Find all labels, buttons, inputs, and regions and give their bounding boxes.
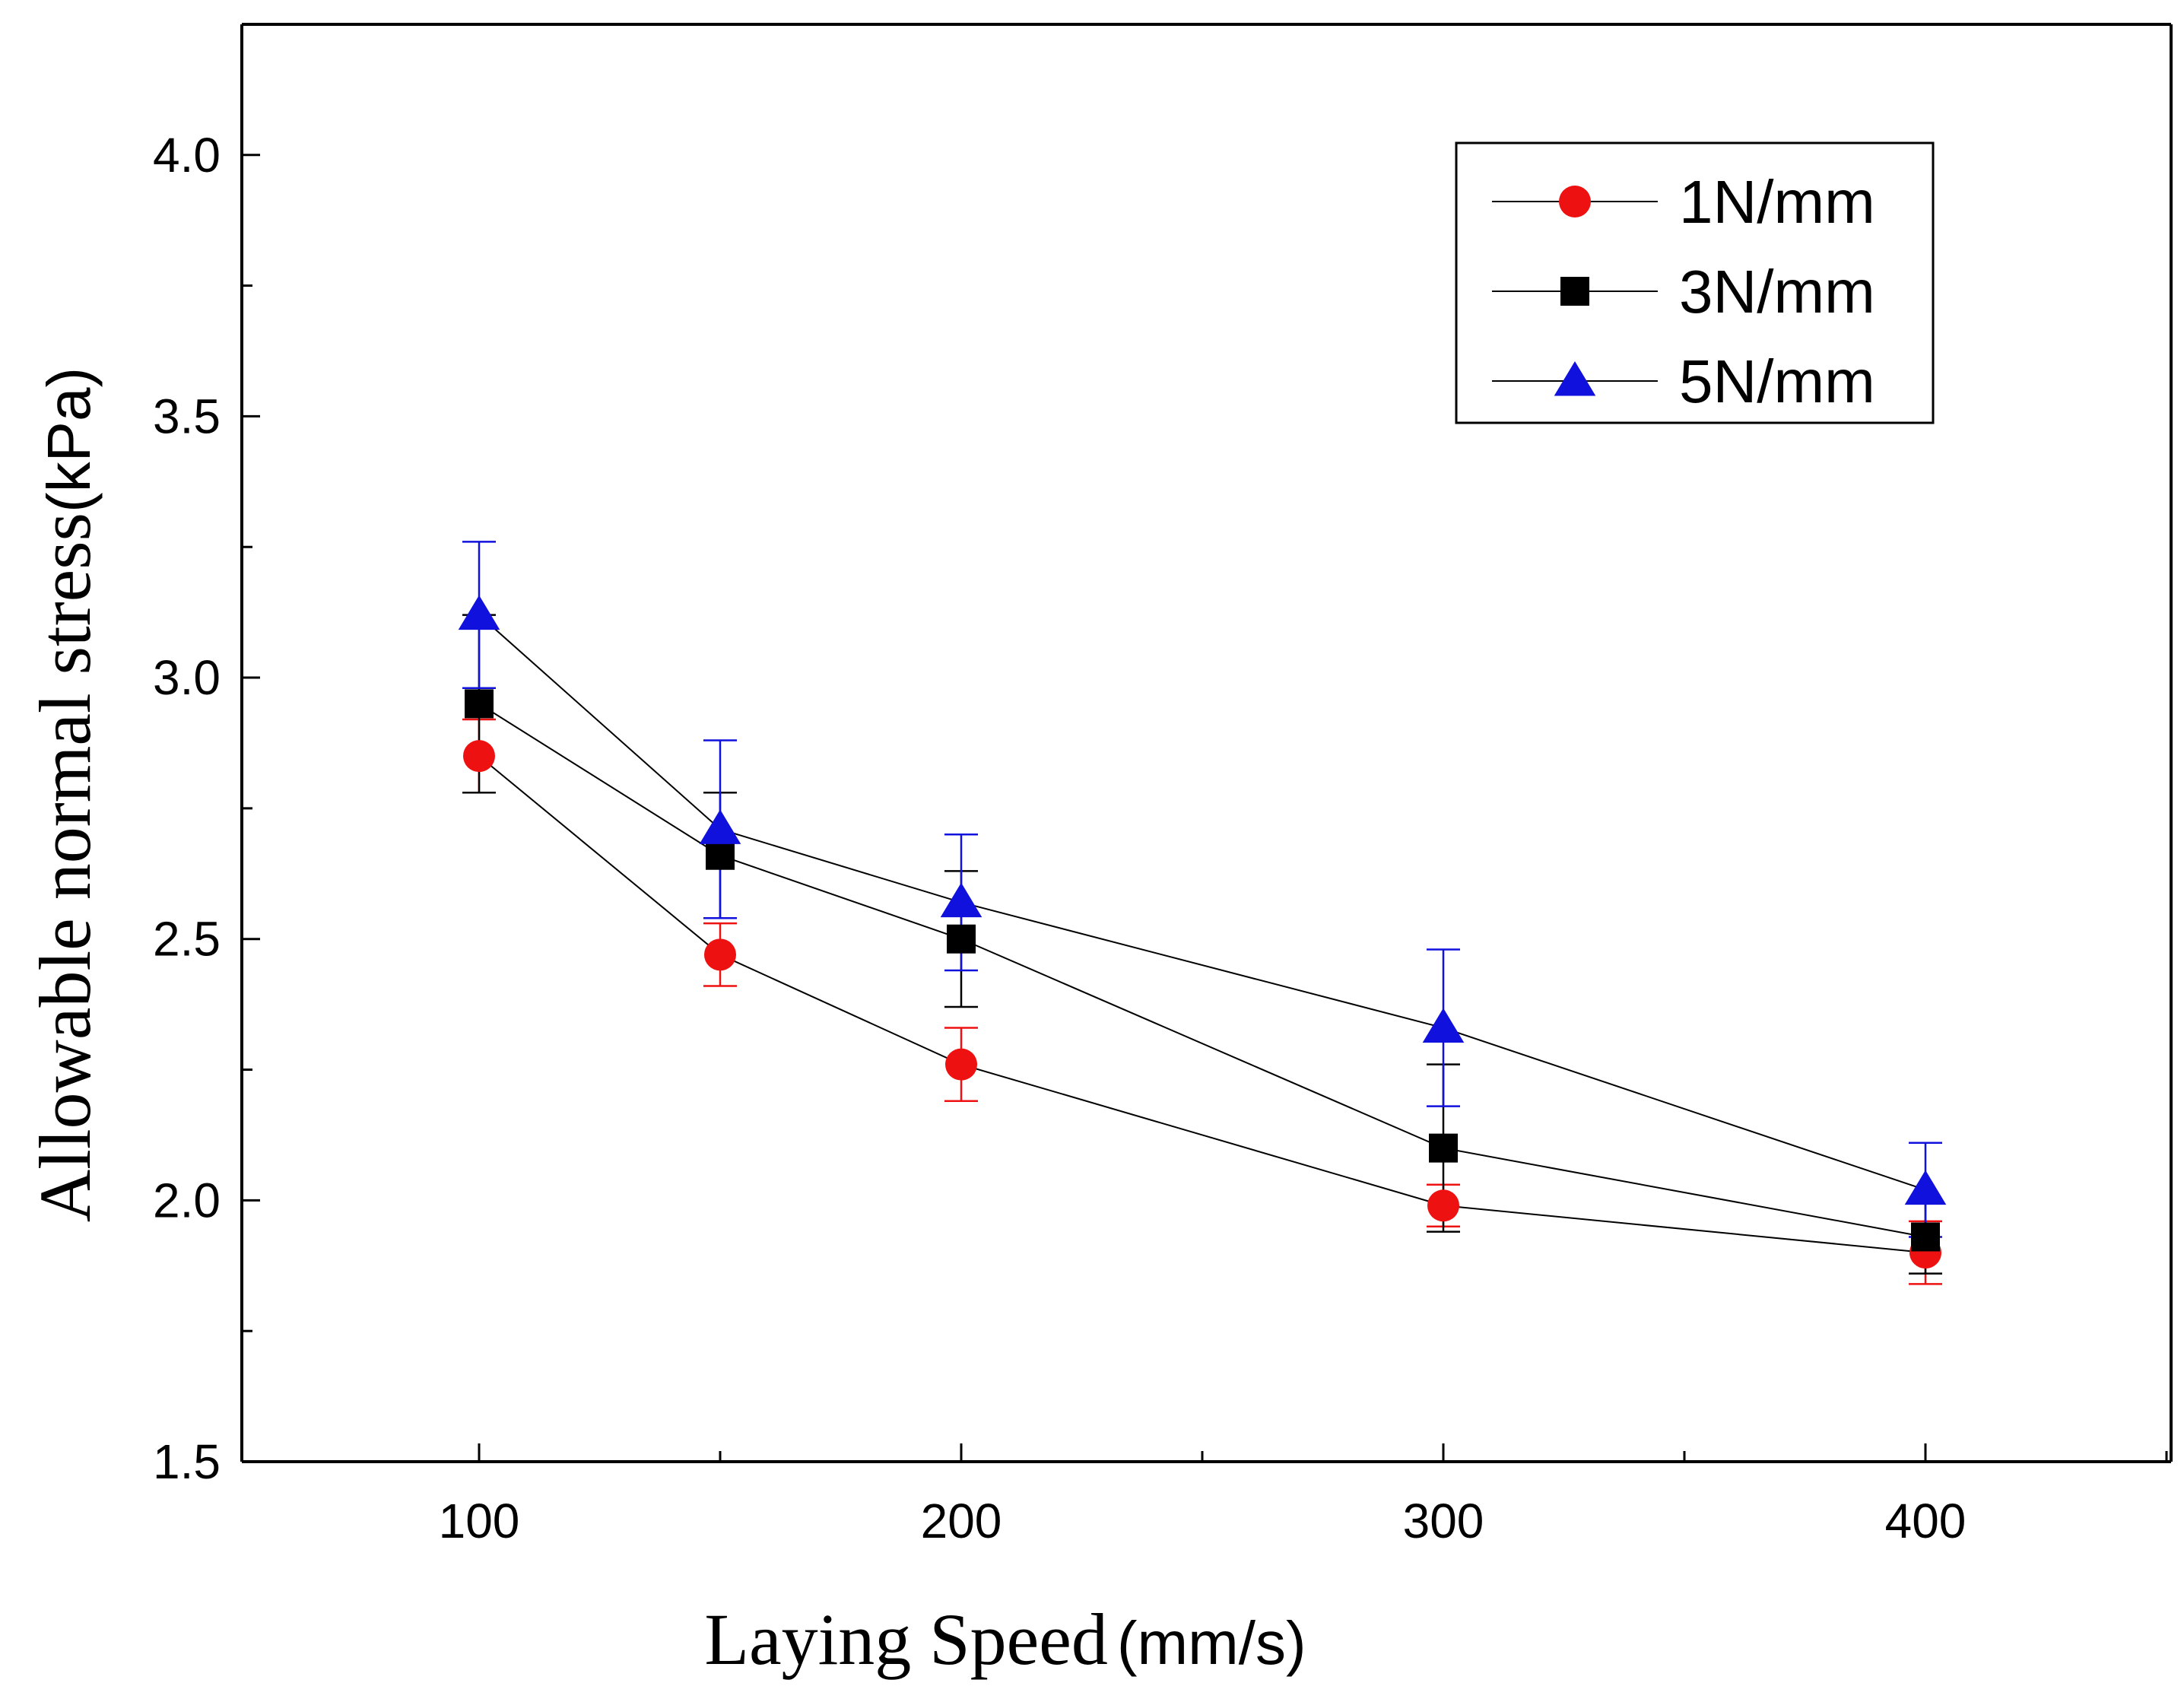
data-point-3n-mm [465,689,494,719]
x-tick-label: 200 [921,1494,1002,1548]
data-point-5n-mm [699,809,741,844]
markers-layer [458,595,1947,1269]
y-tick-label: 1.5 [153,1434,221,1489]
x-axis-title: Laying Speed (mm/s) [704,1599,1306,1680]
y-tick-label: 4.0 [153,128,221,183]
x-tick-label: 400 [1885,1494,1967,1548]
series-line-3n-mm [478,703,1926,1238]
data-point-3n-mm [706,840,735,870]
legend-box [1455,141,1935,424]
data-point-5n-mm [458,595,500,630]
error-bars-layer [462,541,1942,1285]
legend-label-5n-mm: 5N/mm [1679,348,1875,415]
data-point-3n-mm [1429,1133,1458,1163]
data-point-1n-mm [463,740,495,773]
y-tick-label: 3.0 [153,650,221,705]
y-axis-unit: (kPa) [35,367,103,513]
data-point-3n-mm [947,924,976,954]
legend-label-1n-mm: 1N/mm [1679,168,1875,236]
series-line-5n-mm [478,614,1926,1191]
y-axis-title: Allowable normal stress(kPa) [24,367,106,1222]
x-axis-label: Laying Speed [704,1599,1108,1680]
tick-labels-layer: 1.5 2.0 2.5 3.0 3.5 4.0 100 200 300 400 [153,128,1966,1548]
x-tick-label: 100 [439,1494,520,1548]
legend-marker-5n-mm [1554,361,1596,396]
y-tick-label: 3.5 [153,389,221,443]
axes-layer [240,23,2173,1463]
data-point-3n-mm [1911,1222,1940,1252]
data-point-5n-mm [1904,1170,1947,1205]
legend-marker-1n-mm [1559,186,1591,218]
data-point-1n-mm [945,1048,977,1081]
legend: 1N/mm 3N/mm 5N/mm [1455,141,1935,424]
y-tick-label: 2.5 [153,912,221,967]
data-point-1n-mm [704,938,736,971]
x-axis-unit: (mm/s) [1117,1609,1306,1677]
x-tick-label: 300 [1403,1494,1484,1548]
legend-marker-3n-mm [1560,277,1589,306]
data-point-1n-mm [1427,1189,1459,1222]
series-lines-layer [478,614,1926,1254]
series-line-1n-mm [478,755,1926,1254]
y-axis-label: Allowable normal stress [24,513,106,1222]
data-point-5n-mm [1422,1008,1465,1043]
legend-label-3n-mm: 3N/mm [1679,258,1875,325]
y-tick-label: 2.0 [153,1173,221,1227]
data-point-5n-mm [940,882,982,918]
